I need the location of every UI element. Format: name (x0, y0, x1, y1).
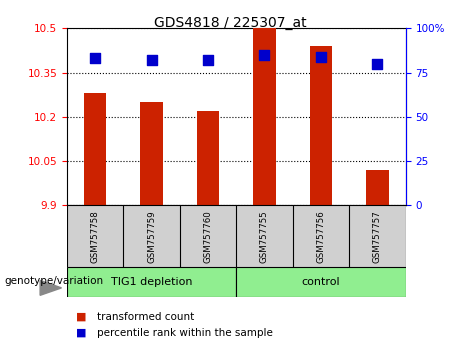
Text: transformed count: transformed count (97, 312, 194, 322)
Point (148, 57, 155, 63)
Text: GSM757755: GSM757755 (260, 210, 269, 263)
Point (374, 61, 381, 67)
Text: control: control (301, 277, 340, 287)
Text: GSM757757: GSM757757 (373, 210, 382, 263)
Text: GSM757758: GSM757758 (90, 210, 100, 263)
Point (261, 52, 268, 58)
Text: genotype/variation: genotype/variation (5, 275, 104, 286)
Text: percentile rank within the sample: percentile rank within the sample (97, 328, 273, 338)
Text: GSM757756: GSM757756 (316, 210, 325, 263)
Polygon shape (40, 280, 61, 295)
Bar (67, 267, 236, 297)
Text: ■: ■ (76, 312, 87, 322)
Bar (236, 267, 406, 297)
Point (91, 56, 99, 61)
Bar (310, 46, 332, 205)
Point (204, 57, 212, 63)
Bar (84, 93, 106, 205)
Bar (366, 170, 389, 205)
Point (317, 54, 325, 59)
Text: GSM757760: GSM757760 (203, 210, 213, 263)
Text: TIG1 depletion: TIG1 depletion (111, 277, 192, 287)
Bar (197, 111, 219, 205)
Text: ■: ■ (76, 328, 87, 338)
Bar (253, 28, 276, 205)
Bar (140, 102, 163, 205)
Text: GSM757759: GSM757759 (147, 210, 156, 263)
Text: GDS4818 / 225307_at: GDS4818 / 225307_at (154, 16, 307, 30)
